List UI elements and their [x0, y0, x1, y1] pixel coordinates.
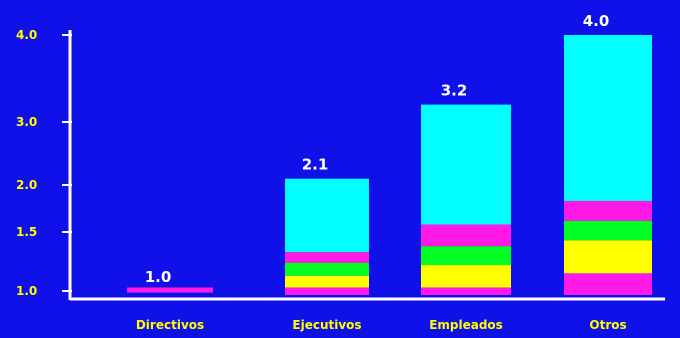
bar-segment: [421, 246, 511, 266]
x-tick-label: Ejecutivos: [292, 318, 361, 332]
bar-segment: [421, 104, 511, 225]
bar-segment: [285, 262, 369, 276]
labels-group: 1.0 1.5 2.0 3.0 4.0 Directivos 1.0 Ejecutivos 2.…: [16, 12, 627, 332]
bar-segment: [564, 200, 652, 221]
bars-group: [127, 35, 652, 295]
bar-segment: [285, 252, 369, 263]
bar-segment: [285, 275, 369, 288]
bar-segment: [285, 178, 369, 253]
bar-segment: [421, 287, 511, 295]
x-tick-label: Empleados: [429, 318, 503, 332]
data-label: 1.0: [145, 268, 172, 286]
bar-segment: [285, 287, 369, 295]
bar-segment: [421, 224, 511, 247]
x-tick-label: Directivos: [136, 318, 204, 332]
bar-segment: [564, 220, 652, 241]
y-tick-label: 2.0: [16, 178, 37, 192]
data-label: 3.2: [441, 82, 468, 100]
bar-segment: [564, 240, 652, 274]
bar-segment: [564, 35, 652, 201]
bar-segment: [564, 273, 652, 295]
y-tick-label: 1.0: [16, 284, 37, 298]
x-tick-label: Otros: [589, 318, 626, 332]
y-tick-label: 1.5: [16, 225, 37, 239]
data-label: 2.1: [302, 156, 329, 174]
y-tick-label: 4.0: [16, 28, 37, 42]
bar-segment: [127, 287, 213, 293]
data-label: 4.0: [583, 12, 610, 30]
bar-segment: [421, 265, 511, 288]
y-tick-label: 3.0: [16, 115, 37, 129]
